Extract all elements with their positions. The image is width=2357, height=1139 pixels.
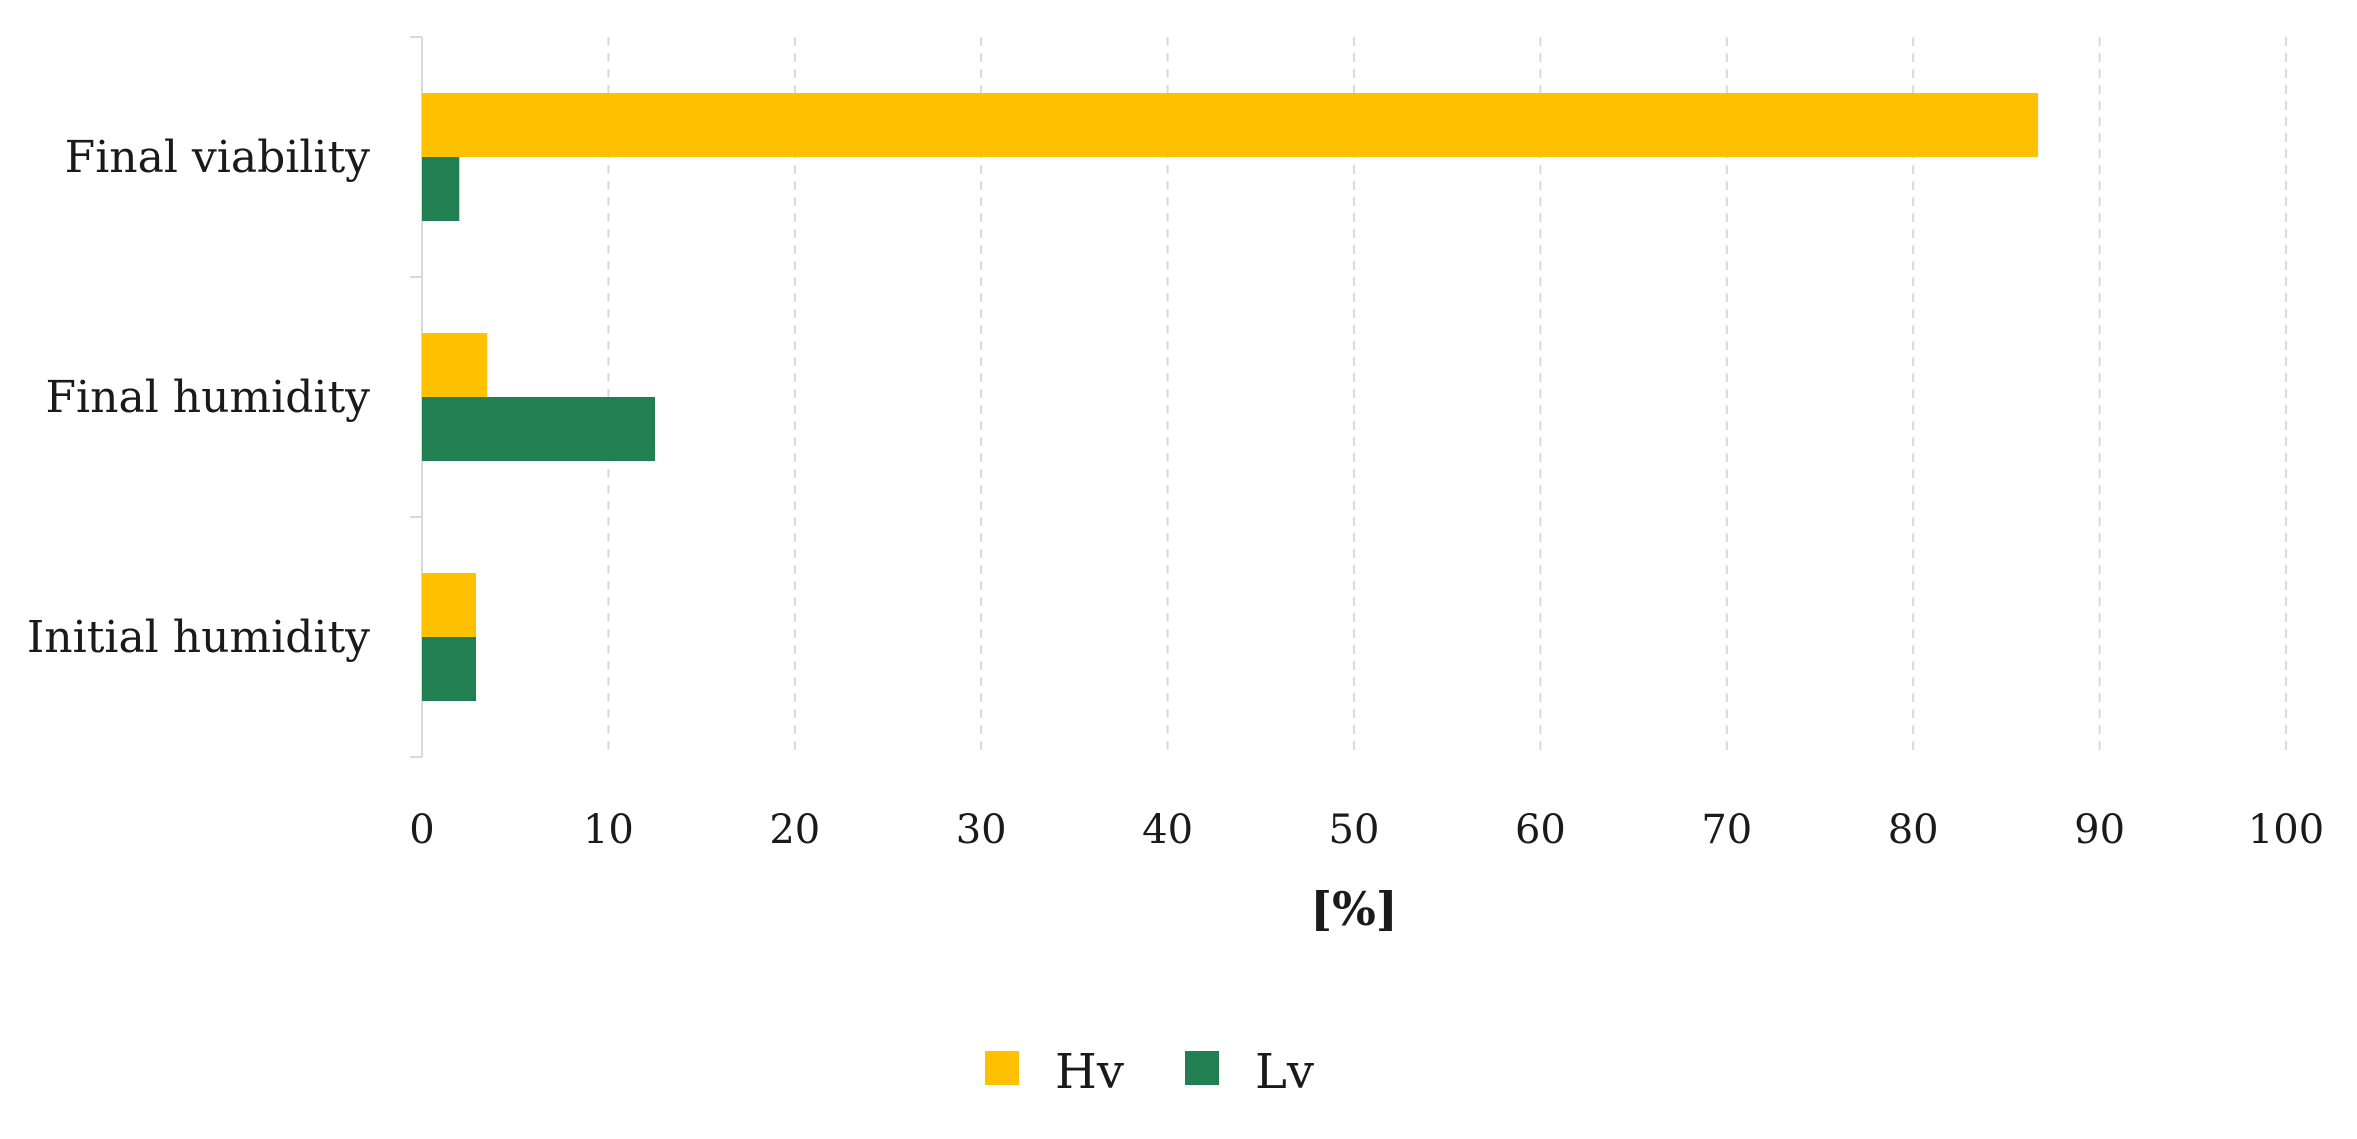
bar-hv-3 [422,573,477,637]
x-tick-label: 40 [1142,807,1193,853]
category-label: Final humidity [46,372,371,423]
bar-hv-2 [422,333,488,397]
x-tick-label: 90 [2074,807,2125,853]
x-tick-label: 50 [1329,807,1380,853]
bar-lv-3 [422,637,477,701]
x-tick-label: 60 [1515,807,1566,853]
x-tick-label: 0 [409,807,434,853]
legend-swatch-hv [985,1051,1019,1085]
legend-label-hv: Hv [1055,1044,1124,1100]
bar-lv-2 [422,397,655,461]
x-axis-title: [%] [1310,882,1397,936]
x-tick-label: 20 [769,807,820,853]
x-tick-label: 80 [1888,807,1939,853]
x-tick-label: 100 [2248,807,2324,853]
bar-hv-1 [422,93,2039,157]
legend-swatch-lv [1185,1051,1219,1085]
x-tick-label: 30 [956,807,1007,853]
legend: Hv Lv [985,1044,1314,1100]
category-axis [410,36,423,758]
legend-label-lv: Lv [1255,1044,1314,1100]
category-label: Initial humidity [27,612,370,663]
category-labels: Final viability Final humidity Initial hum… [27,132,370,663]
x-tick-labels: 0 10 20 30 40 50 60 70 80 90 100 [409,807,2324,853]
x-tick-label: 10 [583,807,634,853]
category-label: Final viability [65,132,370,183]
bars [422,93,2039,701]
x-tick-label: 70 [1701,807,1752,853]
bar-lv-1 [422,157,460,221]
